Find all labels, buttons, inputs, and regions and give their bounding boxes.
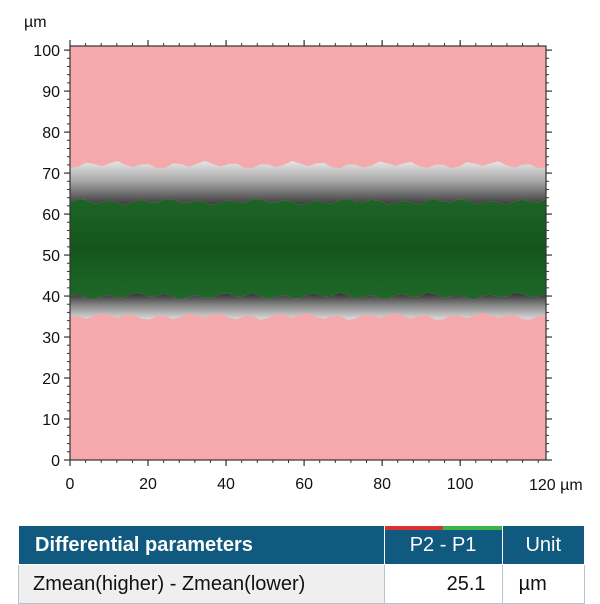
x-tick-label: 100 bbox=[447, 476, 474, 493]
surface-map: 0 10 20 30 40 50 60 70 80 90 100 0 20 40 60 80 100 µm 12… bbox=[24, 14, 583, 494]
y-tick-label: 70 bbox=[42, 166, 60, 183]
column-unit: Unit bbox=[501, 525, 586, 565]
y-tick-label: 40 bbox=[42, 289, 60, 306]
lower-region bbox=[70, 198, 546, 300]
y-tick-label: 20 bbox=[42, 371, 60, 388]
x-tick-label: 80 bbox=[373, 476, 391, 493]
p2-color-marker bbox=[443, 526, 502, 530]
y-unit-label: µm bbox=[24, 14, 47, 31]
row-parameter-value: 25.1 bbox=[383, 564, 503, 604]
p1-color-marker bbox=[384, 526, 444, 530]
upper-transition-band bbox=[70, 160, 546, 205]
table-header-title: Differential parameters bbox=[18, 525, 385, 565]
y-tick-label: 90 bbox=[42, 84, 60, 101]
height-map bbox=[70, 46, 546, 460]
row-parameter-unit: µm bbox=[501, 564, 586, 604]
plot-frame bbox=[69, 45, 547, 461]
x-tick-label: 40 bbox=[217, 476, 235, 493]
row-parameter-name: Zmean(higher) - Zmean(lower) bbox=[18, 564, 385, 604]
y-tick-label: 30 bbox=[42, 330, 60, 347]
y-tick-label: 100 bbox=[33, 43, 60, 60]
axes: 0 10 20 30 40 50 60 70 80 90 100 0 20 40 60 80 100 bbox=[33, 40, 552, 493]
lower-transition-band bbox=[70, 292, 546, 320]
y-tick-label: 60 bbox=[42, 207, 60, 224]
table-row[interactable]: Zmean(higher) - Zmean(lower) 25.1 µm bbox=[18, 564, 586, 604]
x-tick-label: 0 bbox=[66, 476, 75, 493]
y-tick-label: 10 bbox=[42, 412, 60, 429]
differential-parameters-table: Differential parameters P2 - P1 Unit Zme… bbox=[18, 525, 586, 604]
x-unit-label: 120 µm bbox=[529, 477, 583, 494]
x-tick-label: 60 bbox=[295, 476, 313, 493]
column-p2-p1-label: P2 - P1 bbox=[409, 533, 477, 556]
y-tick-label: 80 bbox=[42, 125, 60, 142]
y-tick-label: 50 bbox=[42, 248, 60, 265]
column-p2-p1[interactable]: P2 - P1 bbox=[383, 525, 503, 565]
x-tick-label: 20 bbox=[139, 476, 157, 493]
y-tick-label: 0 bbox=[51, 453, 60, 470]
